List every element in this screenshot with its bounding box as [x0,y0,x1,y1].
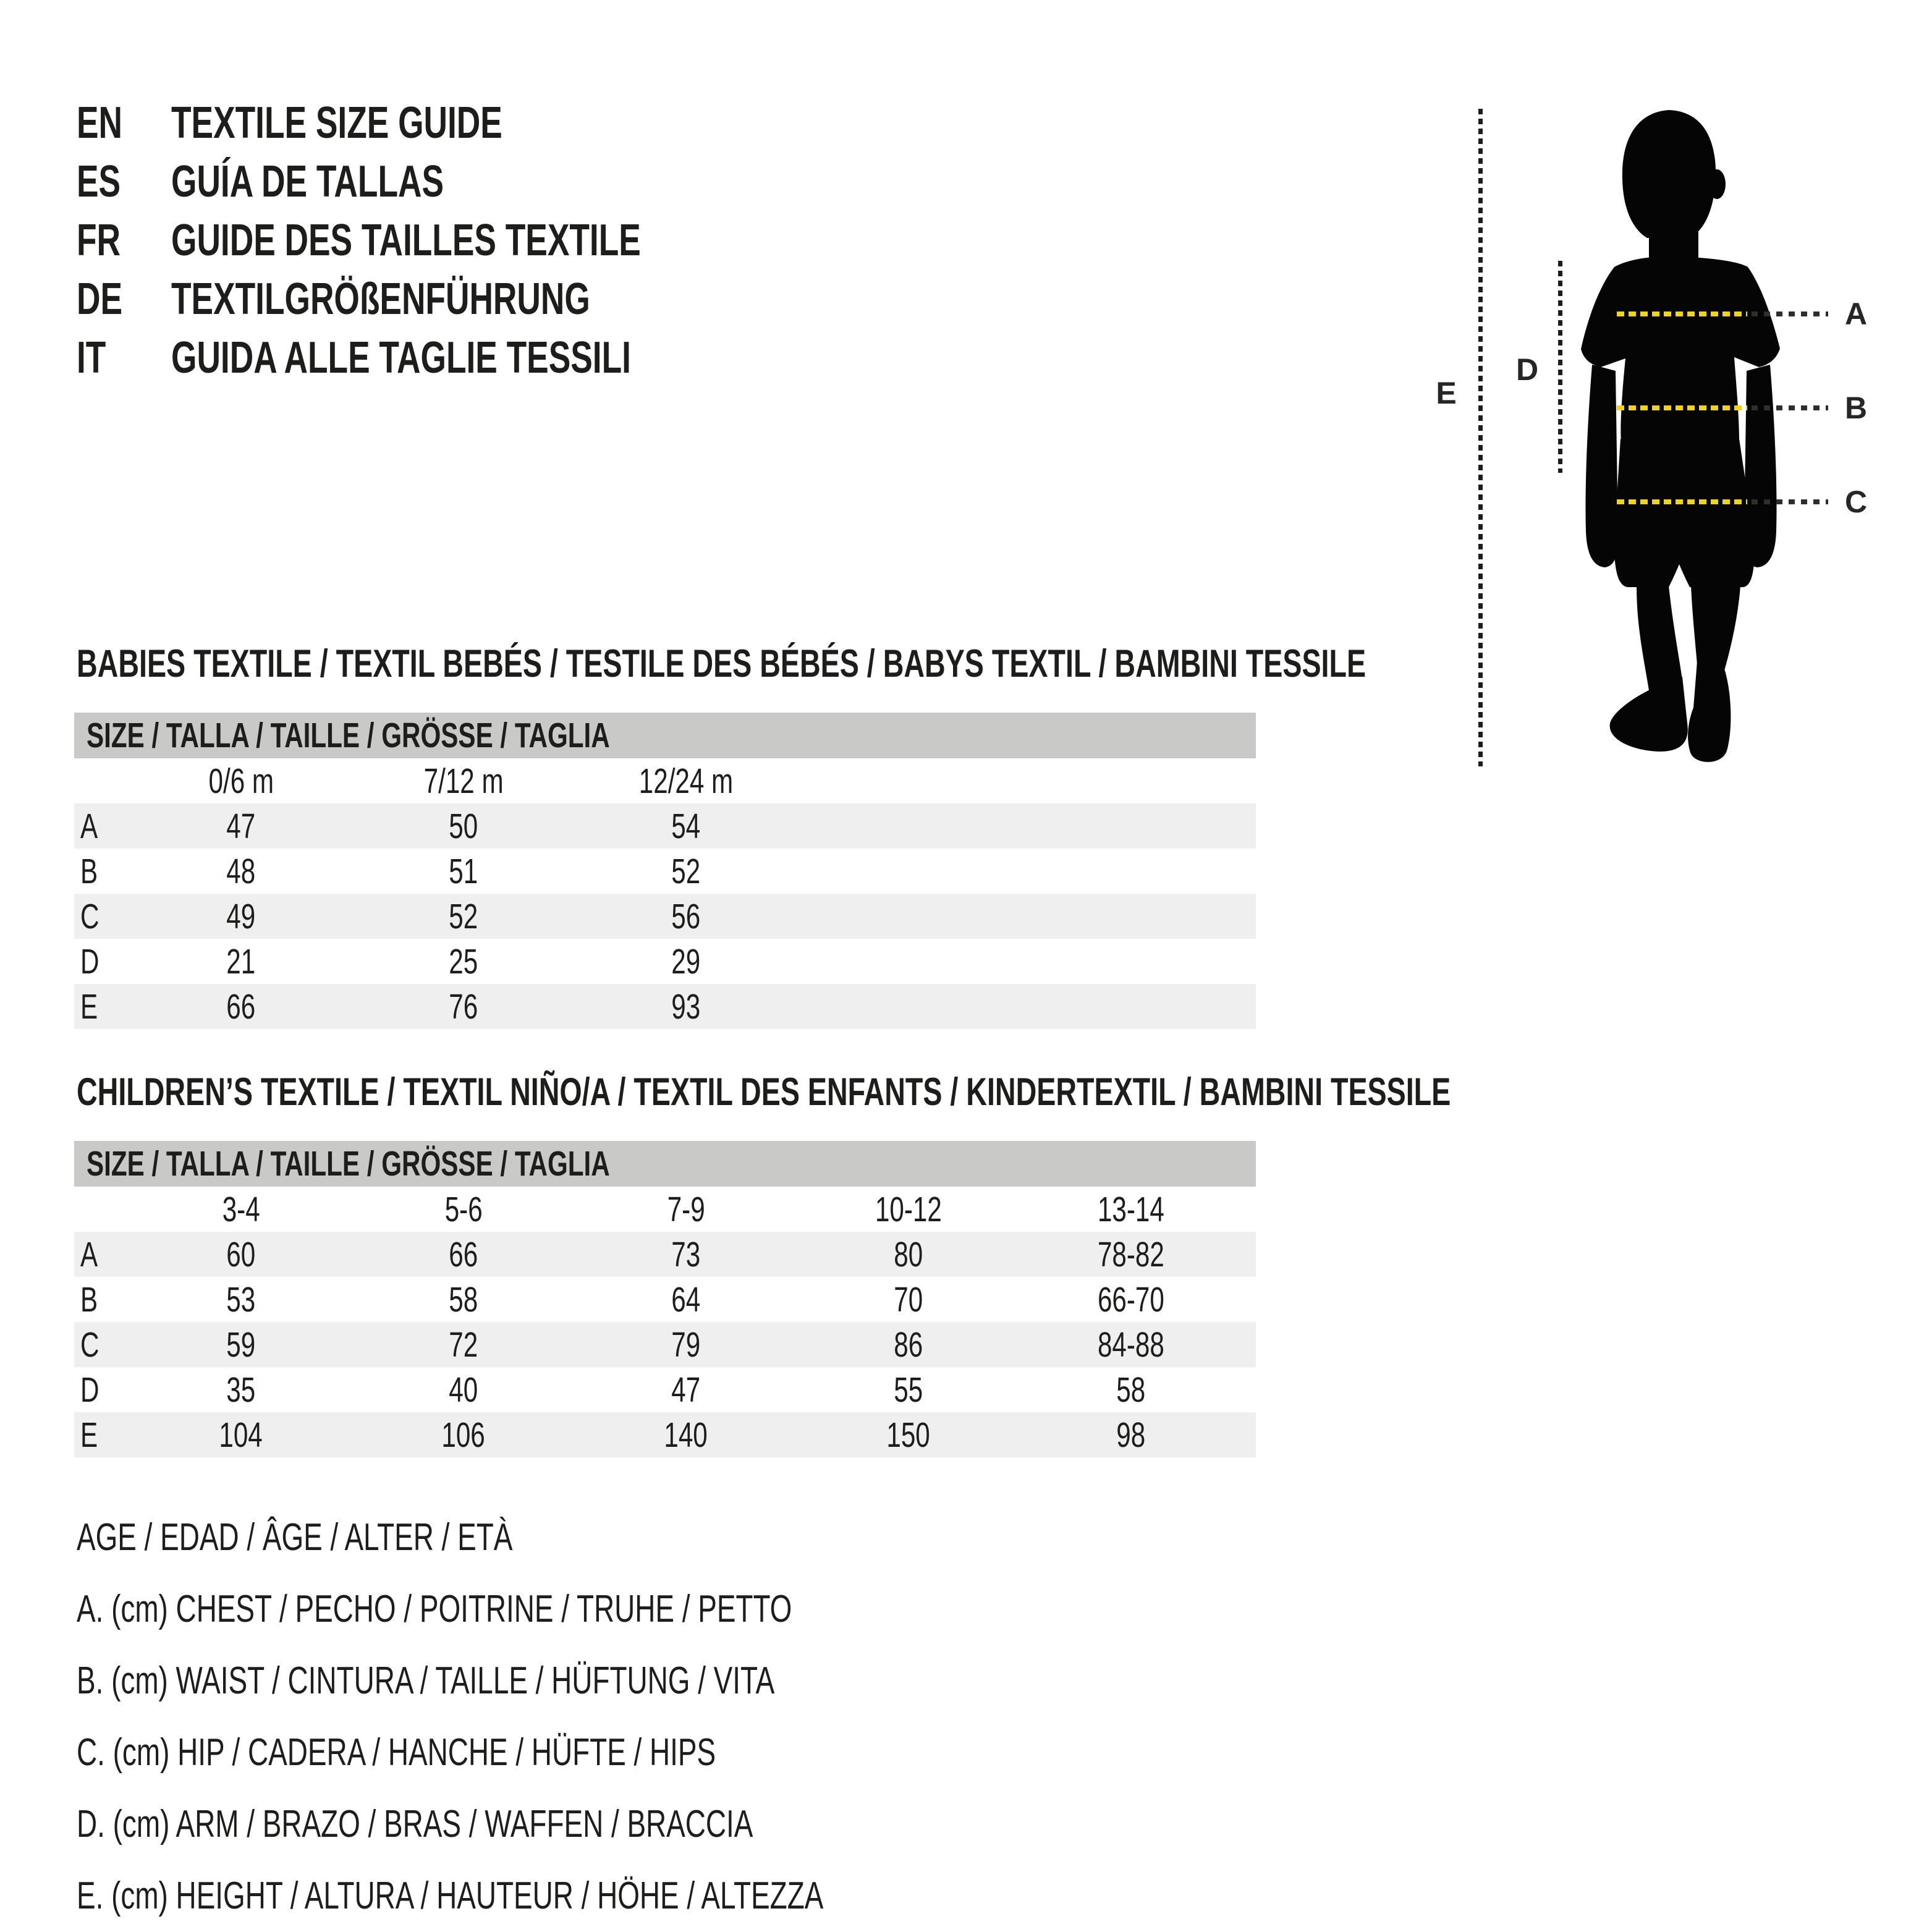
lang-code-en: EN [77,98,123,148]
height-dotted-line-e [1478,109,1483,766]
chest-line-dark-dash [1752,311,1828,316]
column-header-row: 3-4 5-6 7-9 10-12 13-14 [74,1187,1256,1232]
col-header: 13-14 [1098,1189,1164,1229]
legend-line-waist: B. (cm) WAIST / CINTURA / TAILLE / HÜFTU… [77,1659,775,1702]
table-row-d: D 21 25 29 [80,941,701,981]
col-header: 7-9 [667,1189,705,1229]
table-row-a: A 47 50 54 [74,803,1256,849]
measurement-legend: AGE / EDAD / ÂGE / ALTER / ETÀ A. (cm) C… [77,1502,1086,1932]
col-header: 10-12 [875,1189,942,1229]
chest-line-yellow-dash [1617,311,1747,316]
row-label: B [80,1279,98,1320]
figure-label-e: E [1436,376,1457,410]
row-label: D [80,941,100,981]
hip-line-yellow-dash [1617,499,1747,504]
row-label: E [80,986,98,1027]
table-row-c: C 59 72 79 86 84-88 [74,1322,1256,1367]
waist-line-yellow-dash [1617,405,1747,410]
babies-size-table: SIZE / TALLA / TAILLE / GRÖSSE / TAGLIA … [74,713,1256,1029]
child-silhouette-figure [1581,110,1780,762]
table-row-d: D 35 40 47 55 58 [80,1370,1146,1410]
row-label: C [80,896,100,936]
lang-title-it: GUIDA ALLE TAGLIE TESSILI [171,333,631,383]
table-row-e: E 104 106 140 150 98 [74,1412,1256,1457]
hip-line-dark-dash [1752,499,1828,504]
lang-code-it: IT [77,333,106,383]
legend-line-chest: A. (cm) CHEST / PECHO / POITRINE / TRUHE… [77,1588,792,1630]
row-label: A [80,806,98,846]
col-header: 7/12 m [423,761,504,801]
table-row-e: E 66 76 93 [74,984,1256,1029]
col-header: 0/6 m [208,761,274,801]
col-header: 3-4 [222,1189,260,1229]
col-header: 12/24 m [638,761,734,801]
arm-dotted-line-d [1558,261,1562,473]
size-header-text: SIZE / TALLA / TAILLE / GRÖSSE / TAGLIA [87,1144,610,1184]
size-header-bar: SIZE / TALLA / TAILLE / GRÖSSE / TAGLIA [74,1141,1256,1187]
waist-line-dark-dash [1752,405,1828,410]
row-label: B [80,851,98,891]
row-label: C [80,1324,100,1365]
col-header: 5-6 [444,1189,483,1229]
figure-label-c: C [1844,485,1868,519]
size-header-text: SIZE / TALLA / TAILLE / GRÖSSE / TAGLIA [87,716,610,755]
size-header-bar: SIZE / TALLA / TAILLE / GRÖSSE / TAGLIA [74,713,1256,758]
legend-line-height: E. (cm) HEIGHT / ALTURA / HAUTEUR / HÖHE… [77,1875,824,1917]
lang-title-es: GUÍA DE TALLAS [171,157,444,206]
lang-title-fr: GUIDE DES TAILLES TEXTILE [171,216,641,265]
table-row-b: B 53 58 64 70 66-70 [80,1279,1164,1320]
row-label: D [80,1370,100,1410]
figure-label-b: B [1844,391,1868,425]
table-row-c: C 49 52 56 [74,894,1256,939]
figure-label-d: D [1515,352,1539,387]
lang-title-en: TEXTILE SIZE GUIDE [171,98,502,148]
children-size-table: SIZE / TALLA / TAILLE / GRÖSSE / TAGLIA … [74,1141,1256,1457]
legend-line-arm: D. (cm) ARM / BRAZO / BRAS / WAFFEN / BR… [77,1803,753,1845]
figure-label-a: A [1844,297,1868,331]
legend-line-hip: C. (cm) HIP / CADERA / HANCHE / HÜFTE / … [77,1731,716,1774]
row-label: E [80,1415,98,1455]
babies-section-heading: BABIES TEXTILE / TEXTIL BEBÉS / TESTILE … [77,642,1366,685]
table-row-a: A 60 66 73 80 78-82 [74,1232,1256,1277]
children-section-heading: CHILDREN’S TEXTILE / TEXTIL NIÑO/A / TEX… [77,1070,1451,1114]
lang-code-de: DE [77,274,123,324]
lang-code-fr: FR [77,216,121,265]
table-row-b: B 48 51 52 [80,851,701,891]
legend-line-age: AGE / EDAD / ÂGE / ALTER / ETÀ [77,1516,513,1559]
column-header-row: 0/6 m 7/12 m 12/24 m [74,758,1256,803]
lang-code-es: ES [77,157,121,206]
lang-title-de: TEXTILGRÖßENFÜHRUNG [171,274,590,324]
row-label: A [80,1234,98,1274]
